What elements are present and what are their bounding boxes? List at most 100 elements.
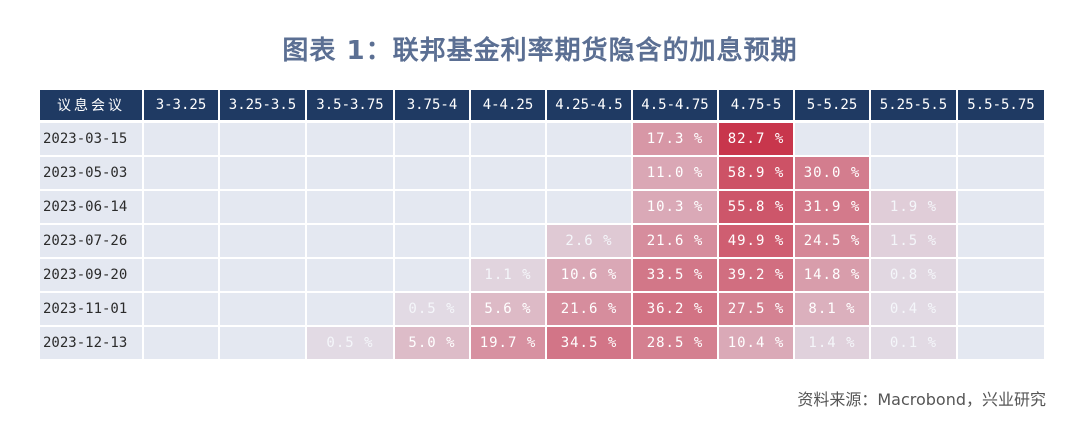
column-header: 4.25-4.5 — [547, 90, 631, 120]
table-row: 2023-09-20 1.1 % 10.6 % 33.5 % 39.2 % 14.8 % 0… — [40, 259, 1046, 291]
empty-cell — [471, 123, 545, 155]
probability-cell: 5.6 % — [471, 293, 545, 325]
probability-table: 议息会议 3-3.25 3.25-3.5 3.5-3.75 3.75-4 4-4.25 4.… — [40, 90, 1046, 361]
empty-cell — [395, 191, 469, 223]
table-body: 2023-03-15 17.3 % 82.7 % 2023-05-03 11.0 % 58… — [40, 123, 1046, 359]
empty-cell — [220, 123, 305, 155]
probability-cell: 55.8 % — [719, 191, 793, 223]
column-header: 5.5-5.75 — [958, 90, 1044, 120]
probability-cell: 30.0 % — [795, 157, 869, 189]
empty-cell — [144, 259, 218, 291]
empty-cell — [958, 293, 1044, 325]
empty-cell — [307, 191, 393, 223]
table-row: 2023-03-15 17.3 % 82.7 % — [40, 123, 1046, 155]
empty-cell — [144, 293, 218, 325]
empty-cell — [395, 225, 469, 257]
meeting-date-label: 2023-09-20 — [40, 259, 142, 291]
probability-cell: 82.7 % — [719, 123, 793, 155]
column-header: 5-5.25 — [795, 90, 869, 120]
probability-cell: 0.1 % — [871, 327, 956, 359]
empty-cell — [144, 157, 218, 189]
empty-cell — [395, 123, 469, 155]
empty-cell — [547, 123, 631, 155]
column-header: 3.25-3.5 — [220, 90, 305, 120]
source-note: 资料来源：Macrobond，兴业研究 — [797, 390, 1046, 409]
column-header: 3.5-3.75 — [307, 90, 393, 120]
probability-cell: 0.5 % — [395, 293, 469, 325]
empty-cell — [144, 191, 218, 223]
empty-cell — [471, 157, 545, 189]
table-row: 2023-06-14 10.3 % 55.8 % 31.9 % 1.9 % — [40, 191, 1046, 223]
table-row: 2023-12-13 0.5 % 5.0 % 19.7 % 34.5 % 28.5 % 10… — [40, 327, 1046, 359]
probability-cell: 2.6 % — [547, 225, 631, 257]
probability-cell: 8.1 % — [795, 293, 869, 325]
chart-title: 图表 1：联邦基金利率期货隐含的加息预期 — [282, 36, 798, 66]
empty-cell — [144, 327, 218, 359]
probability-cell: 58.9 % — [719, 157, 793, 189]
probability-cell: 11.0 % — [633, 157, 717, 189]
probability-cell: 31.9 % — [795, 191, 869, 223]
empty-cell — [307, 225, 393, 257]
column-header: 5.25-5.5 — [871, 90, 956, 120]
empty-cell — [958, 327, 1044, 359]
header-row: 议息会议 3-3.25 3.25-3.5 3.5-3.75 3.75-4 4-4.25 4.… — [40, 90, 1046, 120]
probability-cell: 0.8 % — [871, 259, 956, 291]
probability-cell: 39.2 % — [719, 259, 793, 291]
probability-cell: 17.3 % — [633, 123, 717, 155]
empty-cell — [395, 259, 469, 291]
empty-cell — [547, 191, 631, 223]
table-row: 2023-07-26 2.6 % 21.6 % 49.9 % 24.5 % 1.5 % — [40, 225, 1046, 257]
empty-cell — [220, 293, 305, 325]
probability-cell: 10.3 % — [633, 191, 717, 223]
probability-cell: 14.8 % — [795, 259, 869, 291]
empty-cell — [958, 157, 1044, 189]
column-header: 3.75-4 — [395, 90, 469, 120]
empty-cell — [958, 191, 1044, 223]
probability-cell: 49.9 % — [719, 225, 793, 257]
empty-cell — [144, 225, 218, 257]
empty-cell — [220, 225, 305, 257]
probability-cell: 28.5 % — [633, 327, 717, 359]
meeting-date-label: 2023-05-03 — [40, 157, 142, 189]
probability-cell: 1.5 % — [871, 225, 956, 257]
probability-cell: 27.5 % — [719, 293, 793, 325]
probability-cell: 34.5 % — [547, 327, 631, 359]
meeting-date-label: 2023-06-14 — [40, 191, 142, 223]
empty-cell — [471, 191, 545, 223]
column-header: 4.5-4.75 — [633, 90, 717, 120]
table-row: 2023-11-01 0.5 % 5.6 % 21.6 % 36.2 % 27.5 % 8.… — [40, 293, 1046, 325]
column-header: 4.75-5 — [719, 90, 793, 120]
meeting-date-label: 2023-07-26 — [40, 225, 142, 257]
probability-cell: 0.4 % — [871, 293, 956, 325]
probability-cell: 1.1 % — [471, 259, 545, 291]
empty-cell — [307, 123, 393, 155]
probability-cell: 10.6 % — [547, 259, 631, 291]
meeting-date-label: 2023-03-15 — [40, 123, 142, 155]
empty-cell — [395, 157, 469, 189]
empty-cell — [958, 225, 1044, 257]
probability-cell: 24.5 % — [795, 225, 869, 257]
empty-cell — [220, 157, 305, 189]
empty-cell — [795, 123, 869, 155]
probability-cell: 21.6 % — [633, 225, 717, 257]
header-corner-label: 议息会议 — [40, 90, 142, 120]
empty-cell — [307, 293, 393, 325]
probability-cell: 5.0 % — [395, 327, 469, 359]
probability-cell: 1.9 % — [871, 191, 956, 223]
empty-cell — [144, 123, 218, 155]
probability-cell: 19.7 % — [471, 327, 545, 359]
empty-cell — [547, 157, 631, 189]
probability-cell: 36.2 % — [633, 293, 717, 325]
empty-cell — [307, 259, 393, 291]
meeting-date-label: 2023-12-13 — [40, 327, 142, 359]
probability-cell: 33.5 % — [633, 259, 717, 291]
probability-cell: 21.6 % — [547, 293, 631, 325]
empty-cell — [958, 259, 1044, 291]
empty-cell — [871, 123, 956, 155]
empty-cell — [220, 327, 305, 359]
column-header: 3-3.25 — [144, 90, 218, 120]
meeting-date-label: 2023-11-01 — [40, 293, 142, 325]
empty-cell — [220, 259, 305, 291]
column-header: 4-4.25 — [471, 90, 545, 120]
empty-cell — [871, 157, 956, 189]
